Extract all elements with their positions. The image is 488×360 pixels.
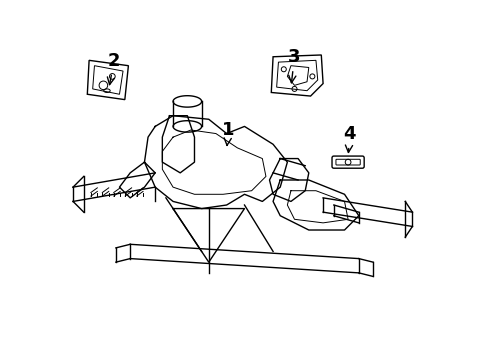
Text: 2: 2	[107, 52, 120, 85]
Text: 1: 1	[222, 121, 234, 145]
Text: 3: 3	[287, 48, 300, 83]
Text: 4: 4	[343, 125, 355, 152]
